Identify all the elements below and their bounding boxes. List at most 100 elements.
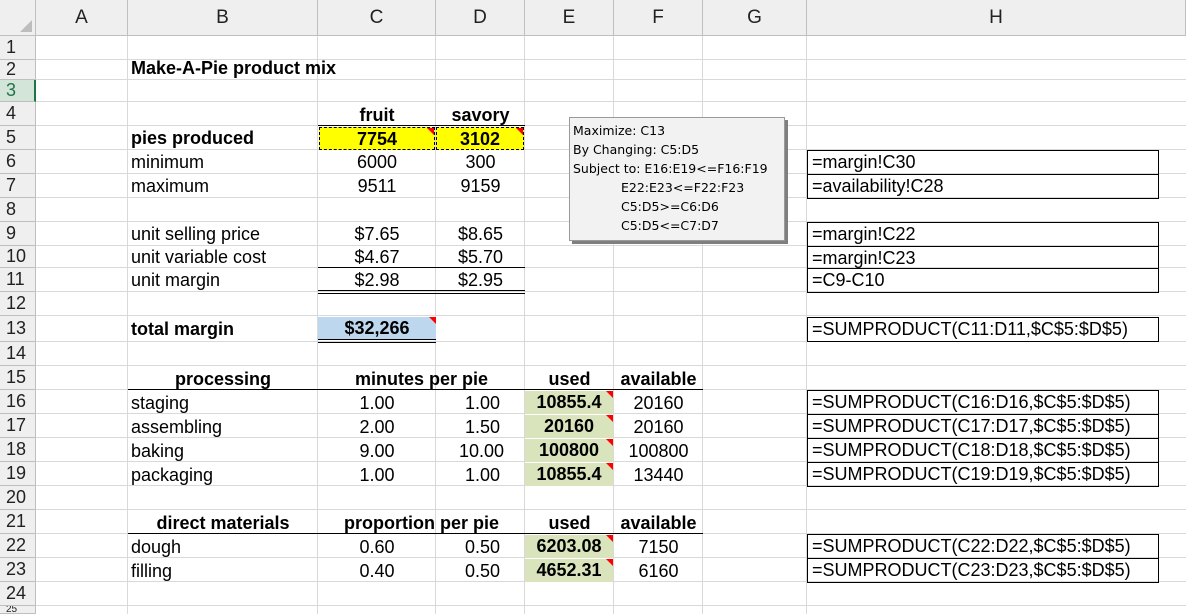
column-header-b[interactable]: B [128,0,318,36]
row-header-21[interactable]: 21 [0,510,36,534]
sheet-title[interactable]: Make-A-Pie product mix [131,58,337,78]
total-margin-label[interactable]: total margin [131,319,235,339]
row-header-22[interactable]: 22 [0,534,36,558]
processing-row-available[interactable]: 20160 [633,417,684,437]
row-header-13[interactable]: 13 [0,316,36,342]
processing-row-savory[interactable]: 10.00 [458,441,504,461]
formula-cell[interactable]: =SUMPRODUCT(C17:D17,$C$5:$D$5) [807,414,1159,439]
materials-row-available[interactable]: 6160 [638,561,679,581]
processing-row-label[interactable]: staging [131,393,190,413]
processing-row-savory[interactable]: 1.00 [464,465,500,485]
processing-available-header[interactable]: available [620,369,697,389]
maximum-fruit[interactable]: 9511 [357,176,397,196]
materials-row-fruit[interactable]: 0.40 [359,561,395,581]
processing-used-cell[interactable]: 100800 [525,439,613,462]
unit-variable-cost-savory[interactable]: $5.70 [457,247,504,267]
processing-row-label[interactable]: baking [131,441,185,461]
column-header-a[interactable]: A [36,0,128,36]
processing-row-label[interactable]: assembling [131,417,223,437]
row-header-24[interactable]: 24 [0,582,36,606]
row-header-12[interactable]: 12 [0,292,36,316]
materials-used-header[interactable]: used [548,513,591,533]
processing-used-cell[interactable]: 20160 [525,415,613,438]
processing-header[interactable]: processing [174,369,272,389]
total-margin-cell[interactable]: $32,266 [318,317,436,339]
processing-row-fruit[interactable]: 9.00 [359,441,395,461]
row-header-18[interactable]: 18 [0,438,36,462]
formula-cell[interactable]: =SUMPRODUCT(C16:D16,$C$5:$D$5) [807,390,1159,415]
materials-row-savory[interactable]: 0.50 [464,537,500,557]
unit-margin-fruit[interactable]: $2.98 [354,270,400,290]
processing-row-available[interactable]: 100800 [628,441,689,461]
formula-cell[interactable]: =margin!C23 [807,246,1159,269]
solver-comment-box[interactable]: Maximize: C13 By Changing: C5:D5 Subject… [569,117,785,241]
maximum-savory[interactable]: 9159 [460,176,501,196]
formula-cell[interactable]: =SUMPRODUCT(C18:D18,$C$5:$D$5) [807,438,1159,463]
minimum-label[interactable]: minimum [131,152,205,172]
materials-used-cell[interactable]: 4652.31 [525,559,613,582]
row-header-23[interactable]: 23 [0,558,36,582]
column-header-g[interactable]: G [703,0,807,36]
row-header-9[interactable]: 9 [0,222,36,246]
processing-used-cell[interactable]: 10855.4 [525,463,613,486]
unit-selling-price-fruit[interactable]: $7.65 [354,224,400,244]
materials-row-label[interactable]: dough [131,537,182,557]
row-header-16[interactable]: 16 [0,390,36,414]
row-header-17[interactable]: 17 [0,414,36,438]
materials-used-cell[interactable]: 6203.08 [525,535,613,558]
unit-margin-savory[interactable]: $2.95 [457,270,504,290]
row-header-15[interactable]: 15 [0,366,36,390]
processing-row-available[interactable]: 13440 [633,465,684,485]
processing-row-available[interactable]: 20160 [633,393,684,413]
pies-produced-label[interactable]: pies produced [131,128,255,148]
header-fruit[interactable]: fruit [359,105,395,125]
minimum-savory[interactable]: 300 [465,152,496,172]
processing-used-header[interactable]: used [548,369,591,389]
formula-cell[interactable]: =SUMPRODUCT(C11:D11,$C$5:$D$5) [807,317,1159,342]
column-header-h[interactable]: H [807,0,1186,36]
formula-cell[interactable]: =margin!C30 [807,150,1159,175]
formula-cell[interactable]: =SUMPRODUCT(C23:D23,$C$5:$D$5) [807,558,1159,583]
formula-cell[interactable]: =SUMPRODUCT(C22:D22,$C$5:$D$5) [807,534,1159,559]
row-header-5[interactable]: 5 [0,126,36,150]
minutes-per-pie-header[interactable]: minutes per pie [354,369,489,389]
processing-row-savory[interactable]: 1.00 [464,393,500,413]
pies-produced-fruit-cell[interactable]: 7754 [319,127,435,150]
materials-row-savory[interactable]: 0.50 [464,561,500,581]
proportion-per-pie-header[interactable]: proportion per pie [344,513,499,533]
select-all-corner[interactable] [0,0,36,36]
materials-row-label[interactable]: filling [131,561,173,581]
materials-row-available[interactable]: 7150 [638,537,679,557]
formula-cell[interactable]: =margin!C22 [807,222,1159,247]
processing-row-fruit[interactable]: 1.00 [359,393,395,413]
row-header-11[interactable]: 11 [0,268,36,292]
processing-row-fruit[interactable]: 1.00 [359,465,395,485]
row-header-3[interactable]: 3 [0,80,36,102]
materials-available-header[interactable]: available [620,513,697,533]
column-header-f[interactable]: F [614,0,703,36]
row-header-8[interactable]: 8 [0,198,36,222]
row-header-20[interactable]: 20 [0,486,36,510]
formula-cell[interactable]: =SUMPRODUCT(C19:D19,$C$5:$D$5) [807,462,1159,487]
unit-variable-cost-fruit[interactable]: $4.67 [354,247,400,267]
formula-cell[interactable]: =availability!C28 [807,174,1159,199]
unit-selling-price-savory[interactable]: $8.65 [457,224,504,244]
row-header-14[interactable]: 14 [0,342,36,366]
row-header-10[interactable]: 10 [0,246,36,268]
row-header-19[interactable]: 19 [0,462,36,486]
direct-materials-header[interactable]: direct materials [156,513,290,533]
pies-produced-savory-cell[interactable]: 3102 [436,127,524,150]
processing-row-savory[interactable]: 1.50 [464,417,500,437]
unit-selling-price-label[interactable]: unit selling price [131,224,261,244]
row-header-7[interactable]: 7 [0,174,36,198]
row-header-25[interactable]: 25 [0,606,36,614]
row-header-4[interactable]: 4 [0,102,36,126]
processing-row-label[interactable]: packaging [131,465,214,485]
column-header-e[interactable]: E [525,0,614,36]
unit-margin-label[interactable]: unit margin [131,270,221,290]
row-header-6[interactable]: 6 [0,150,36,174]
processing-used-cell[interactable]: 10855.4 [525,391,613,414]
formula-cell[interactable]: =C9-C10 [807,268,1159,293]
column-header-d[interactable]: D [436,0,525,36]
unit-variable-cost-label[interactable]: unit variable cost [131,247,267,267]
